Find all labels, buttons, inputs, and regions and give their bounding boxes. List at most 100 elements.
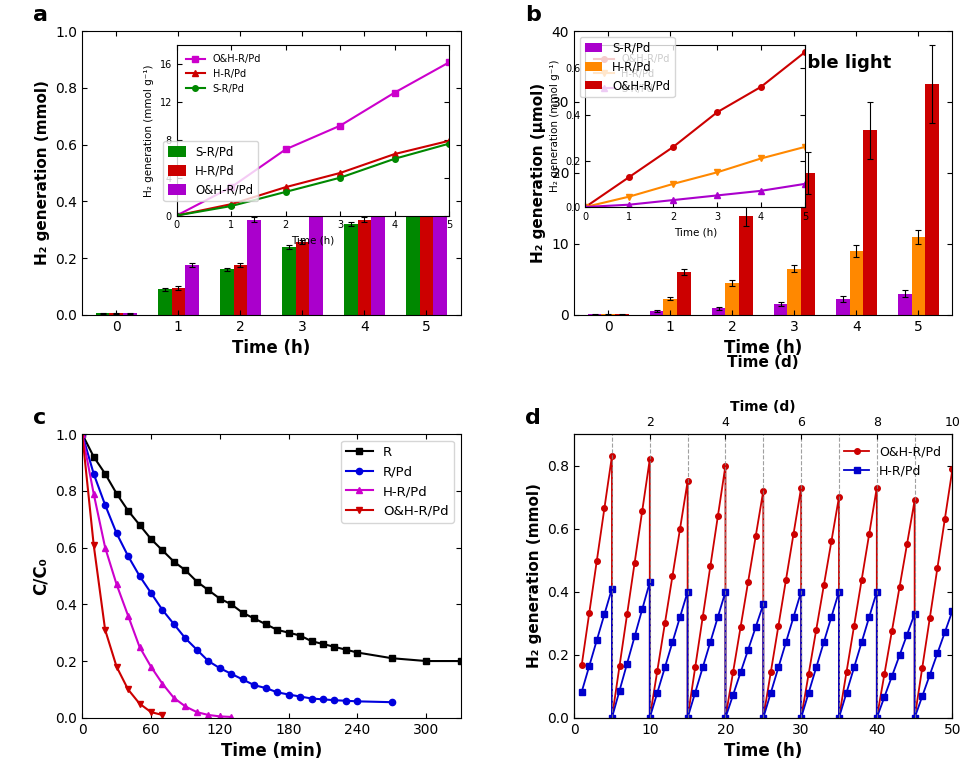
O&H-R/Pd xyxy=(145,708,157,717)
R/Pd xyxy=(76,429,88,438)
R/Pd xyxy=(306,694,317,703)
R/Pd xyxy=(214,663,225,673)
O&H-R/Pd xyxy=(76,429,88,438)
Bar xyxy=(96,314,109,315)
O&H-R/Pd xyxy=(606,713,618,722)
R xyxy=(157,546,168,555)
R xyxy=(88,452,100,462)
X-axis label: Time (d): Time (d) xyxy=(730,400,796,414)
X-axis label: Time (min): Time (min) xyxy=(220,742,322,760)
O&H-R/Pd xyxy=(122,684,133,694)
R/Pd xyxy=(282,690,294,699)
Legend: R, R/Pd, H-R/Pd, O&H-R/Pd: R, R/Pd, H-R/Pd, O&H-R/Pd xyxy=(340,441,454,523)
Bar xyxy=(864,130,877,315)
H-R/Pd xyxy=(947,606,958,615)
Text: c: c xyxy=(33,408,46,428)
R/Pd xyxy=(386,698,397,707)
Legend: O&H-R/Pd, H-R/Pd: O&H-R/Pd, H-R/Pd xyxy=(839,440,947,483)
Bar xyxy=(296,242,309,315)
H-R/Pd xyxy=(606,713,618,722)
O&H-R/Pd xyxy=(629,558,640,567)
Line: H-R/Pd: H-R/Pd xyxy=(78,431,235,720)
H-R/Pd xyxy=(225,712,237,722)
O&H-R/Pd xyxy=(780,575,792,584)
O&H-R/Pd xyxy=(947,464,958,473)
O&H-R/Pd xyxy=(856,575,867,584)
H-R/Pd xyxy=(644,713,656,722)
Bar xyxy=(185,265,199,315)
R/Pd xyxy=(317,695,329,704)
R/Pd xyxy=(352,697,364,706)
Y-axis label: H₂ generation (μmol): H₂ generation (μmol) xyxy=(531,83,546,263)
Y-axis label: C/C₀: C/C₀ xyxy=(32,557,49,595)
O&H-R/Pd xyxy=(644,713,656,722)
Bar xyxy=(835,300,850,315)
R/Pd xyxy=(133,571,145,580)
H-R/Pd xyxy=(780,637,792,646)
R xyxy=(306,636,317,646)
Bar xyxy=(406,204,420,315)
X-axis label: Time (h): Time (h) xyxy=(232,339,310,357)
R/Pd xyxy=(88,469,100,478)
Bar xyxy=(850,251,864,315)
H-R/Pd xyxy=(168,693,180,702)
R/Pd xyxy=(225,669,237,678)
R/Pd xyxy=(294,692,306,702)
O&H-R/Pd xyxy=(157,710,168,719)
Text: d: d xyxy=(525,408,541,428)
R/Pd xyxy=(168,619,180,629)
H-R/Pd xyxy=(202,710,214,719)
R xyxy=(317,639,329,649)
O&H-R/Pd xyxy=(111,662,123,671)
Bar xyxy=(344,224,358,315)
R xyxy=(454,656,466,666)
Line: O&H-R/Pd: O&H-R/Pd xyxy=(579,453,955,721)
R xyxy=(191,577,203,586)
R/Pd xyxy=(249,681,260,690)
Bar xyxy=(774,304,787,315)
Bar xyxy=(248,220,261,315)
H-R/Pd xyxy=(591,636,602,645)
Bar xyxy=(677,272,690,315)
R xyxy=(282,628,294,637)
O&H-R/Pd xyxy=(576,661,588,670)
R/Pd xyxy=(329,695,340,705)
R/Pd xyxy=(100,501,111,510)
H-R/Pd xyxy=(856,637,867,646)
R xyxy=(168,557,180,566)
R xyxy=(352,648,364,657)
H-R/Pd xyxy=(214,712,225,721)
Bar xyxy=(109,314,123,315)
R/Pd xyxy=(180,634,191,643)
R/Pd xyxy=(111,528,123,538)
Bar xyxy=(433,79,447,315)
R/Pd xyxy=(122,552,133,561)
R xyxy=(272,625,283,635)
R/Pd xyxy=(272,688,283,697)
Bar xyxy=(234,265,248,315)
Legend: S-R/Pd, H-R/Pd, O&H-R/Pd: S-R/Pd, H-R/Pd, O&H-R/Pd xyxy=(163,140,258,201)
Bar xyxy=(650,311,663,315)
Text: Visible light: Visible light xyxy=(771,54,892,72)
R xyxy=(214,594,225,603)
H-R/Pd xyxy=(76,429,88,438)
Bar xyxy=(309,175,323,315)
Line: H-R/Pd: H-R/Pd xyxy=(579,580,955,721)
H-R/Pd xyxy=(88,489,100,498)
H-R/Pd xyxy=(100,543,111,553)
R xyxy=(294,631,306,640)
X-axis label: Time (h): Time (h) xyxy=(724,742,803,760)
H-R/Pd xyxy=(682,713,693,722)
H-R/Pd xyxy=(644,577,656,587)
Bar xyxy=(925,85,939,315)
R xyxy=(340,645,352,654)
H-R/Pd xyxy=(180,702,191,711)
Bar xyxy=(220,269,234,315)
Bar xyxy=(171,288,185,315)
R/Pd xyxy=(145,588,157,598)
Line: O&H-R/Pd: O&H-R/Pd xyxy=(78,431,166,719)
Bar xyxy=(358,220,371,315)
R xyxy=(122,506,133,515)
O&H-R/Pd xyxy=(606,452,618,461)
R xyxy=(421,656,432,666)
